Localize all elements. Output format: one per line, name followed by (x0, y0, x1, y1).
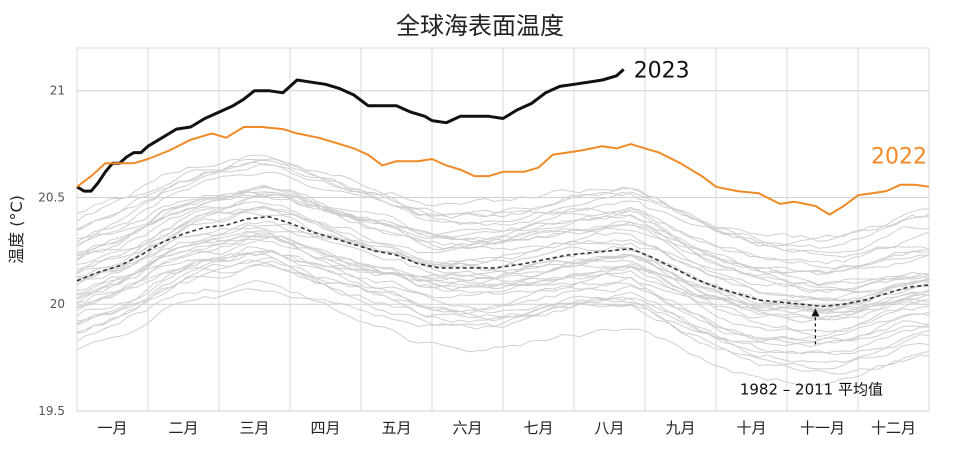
background-year-line (76, 158, 930, 254)
background-year-line (76, 184, 930, 274)
background-year-line (76, 154, 930, 246)
x-tick-label: 八月 (594, 419, 624, 437)
annotation-label: 1982 – 2011 平均值 (740, 380, 883, 398)
series-line-average (76, 215, 930, 308)
y-tick-label: 19.5 (38, 404, 65, 418)
x-tick-label: 二月 (168, 419, 198, 437)
background-year-line (76, 250, 930, 363)
background-year-line (76, 194, 930, 294)
y-axis-label: 温度 (°C) (7, 195, 26, 264)
x-tick-label: 三月 (239, 419, 269, 437)
background-year-line (76, 221, 930, 314)
y-tick-label: 20.5 (38, 190, 65, 204)
x-tick-label: 七月 (523, 419, 553, 437)
annotation-arrowhead (811, 308, 820, 317)
background-year-line (76, 250, 930, 333)
background-year-line (76, 262, 930, 356)
background-year-line (76, 193, 930, 290)
x-tick-label: 六月 (452, 419, 482, 437)
x-tick-label: 五月 (381, 419, 411, 437)
background-year-line (76, 235, 930, 312)
series-line-2022 (76, 126, 930, 216)
series-label-2023: 2023 (634, 58, 690, 83)
background-year-line (76, 230, 930, 312)
x-tick-label: 九月 (665, 419, 695, 437)
background-year-line (76, 161, 930, 270)
background-year-line (76, 288, 930, 387)
x-tick-label: 十月 (736, 419, 766, 437)
background-year-line (76, 205, 930, 294)
background-year-line (76, 190, 930, 277)
background-year-line (76, 279, 930, 375)
background-year-line (76, 246, 930, 348)
y-tick-label: 20 (50, 297, 65, 311)
series-label-2022: 2022 (871, 144, 927, 169)
x-tick-label: 四月 (310, 419, 340, 437)
background-year-line (76, 207, 930, 314)
background-year-line (76, 207, 930, 308)
background-year-line (76, 159, 930, 242)
background-year-line (76, 263, 930, 345)
background-year-line (76, 252, 930, 355)
chart-title: 全球海表面温度 (396, 12, 564, 40)
background-year-line (76, 201, 930, 288)
background-year-line (76, 186, 930, 286)
background-year-line (76, 230, 930, 323)
background-year-line (76, 227, 929, 304)
background-year-line (76, 238, 930, 321)
series-line-2023 (76, 68, 625, 193)
x-tick-label: 十一月 (800, 419, 845, 437)
background-year-line (76, 224, 930, 314)
background-year-line (76, 171, 930, 258)
y-tick-label: 21 (50, 84, 65, 98)
x-tick-label: 一月 (97, 419, 127, 437)
x-tick-label: 十二月 (871, 419, 916, 437)
